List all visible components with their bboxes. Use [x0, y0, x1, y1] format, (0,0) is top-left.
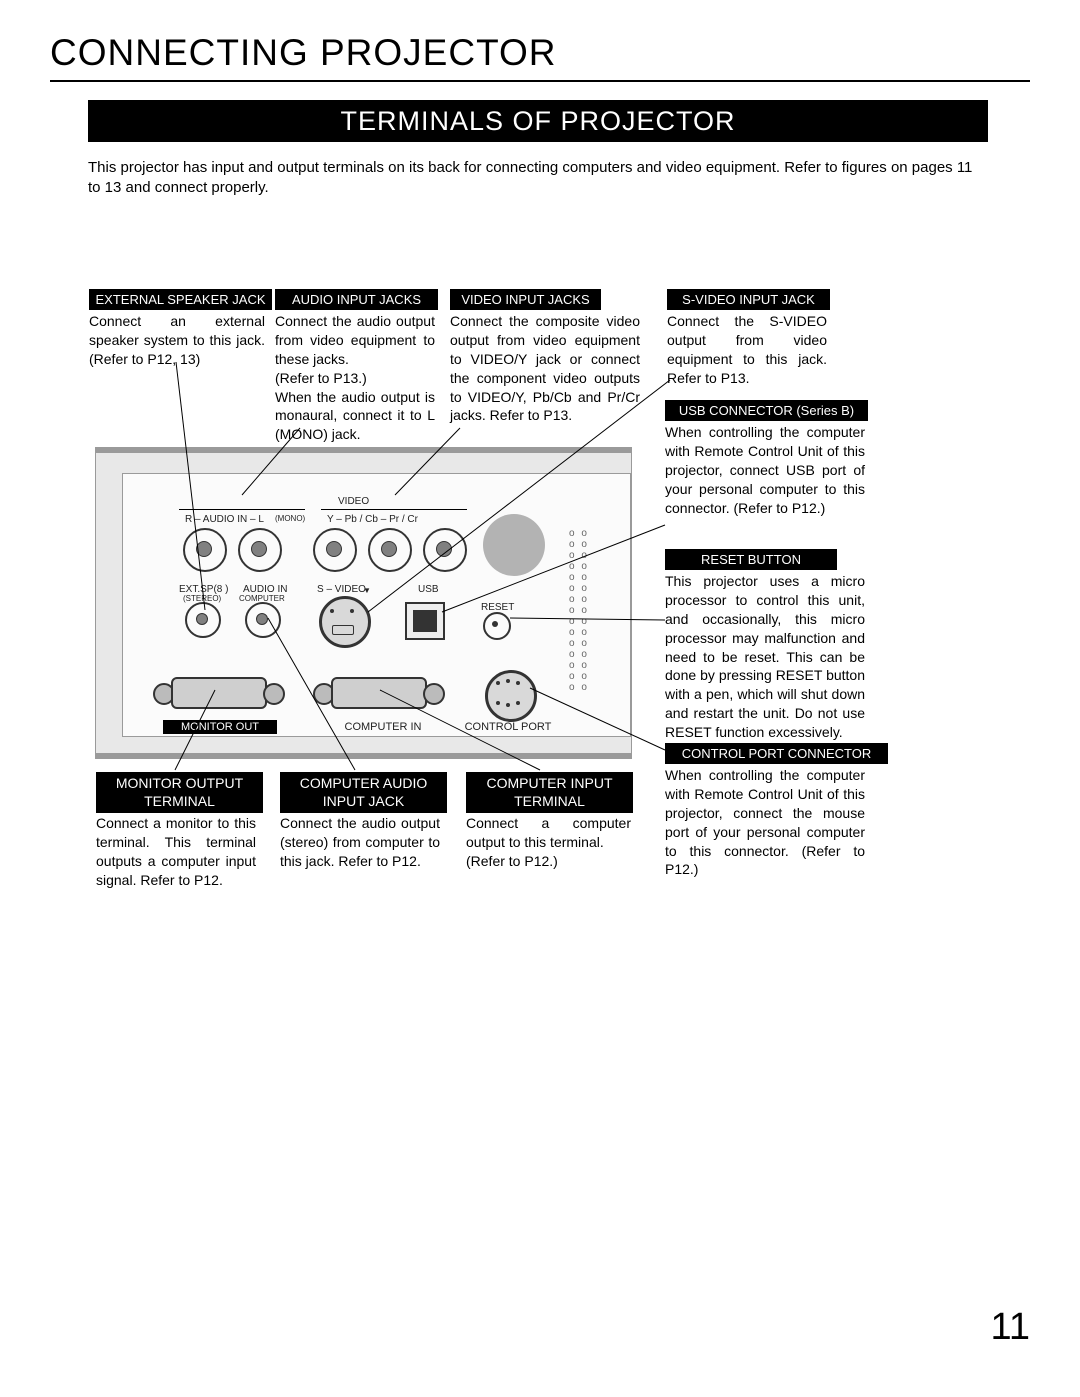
- rca-pbcb: [368, 528, 412, 572]
- panel-label-control-port: CONTROL PORT: [463, 721, 553, 733]
- label-video-input: VIDEO INPUT JACKS: [450, 289, 601, 310]
- page-number: 11: [991, 1306, 1030, 1349]
- panel-label-ypbpr: Y – Pb / Cb – Pr / Cr: [327, 514, 418, 525]
- label-monitor-output: MONITOR OUTPUT TERMINAL: [96, 772, 263, 813]
- label-computer-input: COMPUTER INPUT TERMINAL: [466, 772, 633, 813]
- label-svideo: S-VIDEO INPUT JACK: [667, 289, 830, 310]
- control-port: [485, 670, 537, 722]
- panel-label-mono: (MONO): [275, 514, 305, 523]
- text-computer-input: Connect a computer output to this termin…: [466, 814, 631, 871]
- computer-audio-jack: [245, 602, 281, 638]
- panel-label-monitor-out: MONITOR OUT: [163, 720, 277, 734]
- reset-button: [483, 612, 511, 640]
- bracket-video: [321, 509, 467, 510]
- label-control-port: CONTROL PORT CONNECTOR: [665, 743, 888, 764]
- panel-label-usb: USB: [418, 584, 439, 595]
- intro-text: This projector has input and output term…: [88, 158, 988, 199]
- monitor-out-port: [153, 669, 285, 717]
- terminal-panel: R – AUDIO IN – L (MONO) VIDEO Y – Pb / C…: [95, 447, 632, 759]
- panel-label-svideo: S – VIDEO: [317, 584, 366, 595]
- bracket-audio: [179, 509, 305, 510]
- text-video-input: Connect the composite video output from …: [450, 312, 640, 425]
- vent-holes: o oo oo oo oo oo oo oo oo oo oo oo oo oo…: [569, 528, 589, 693]
- usb-jack: [405, 602, 445, 640]
- text-usb: When controlling the computer with Remot…: [665, 423, 865, 517]
- svideo-jack: [319, 596, 371, 648]
- text-svideo: Connect the S-VIDEO output from video eq…: [667, 312, 827, 388]
- section-bar: TERMINALS OF PROJECTOR: [88, 100, 988, 142]
- svideo-arrow-icon: ▼: [363, 586, 371, 595]
- text-audio-input: Connect the audio output from video equi…: [275, 312, 435, 444]
- text-external-speaker: Connect an external speaker system to th…: [89, 312, 265, 369]
- title-underline: [50, 80, 1030, 82]
- text-control-port: When controlling the computer with Remot…: [665, 766, 865, 879]
- rca-prcr: [423, 528, 467, 572]
- rca-audio-l: [238, 528, 282, 572]
- panel-label-computer-in: COMPUTER IN: [333, 721, 433, 733]
- terminal-plate: R – AUDIO IN – L (MONO) VIDEO Y – Pb / C…: [122, 473, 631, 737]
- label-usb: USB CONNECTOR (Series B): [665, 400, 868, 421]
- label-computer-audio: COMPUTER AUDIO INPUT JACK: [280, 772, 447, 813]
- label-audio-input: AUDIO INPUT JACKS: [275, 289, 438, 310]
- ext-sp-jack: [185, 602, 221, 638]
- rca-video-y: [313, 528, 357, 572]
- label-reset: RESET BUTTON: [665, 549, 837, 570]
- big-circle: [483, 514, 545, 576]
- text-reset: This projector uses a micro processor to…: [665, 572, 865, 742]
- text-monitor-output: Connect a monitor to this terminal. This…: [96, 814, 256, 890]
- panel-label-video: VIDEO: [338, 496, 369, 507]
- text-computer-audio: Connect the audio output (stereo) from c…: [280, 814, 440, 871]
- panel-label-audio-in: R – AUDIO IN – L: [185, 514, 264, 525]
- rca-audio-r: [183, 528, 227, 572]
- page-title: CONNECTING PROJECTOR: [50, 32, 557, 74]
- computer-in-port: [313, 669, 445, 717]
- label-external-speaker: EXTERNAL SPEAKER JACK: [89, 289, 272, 310]
